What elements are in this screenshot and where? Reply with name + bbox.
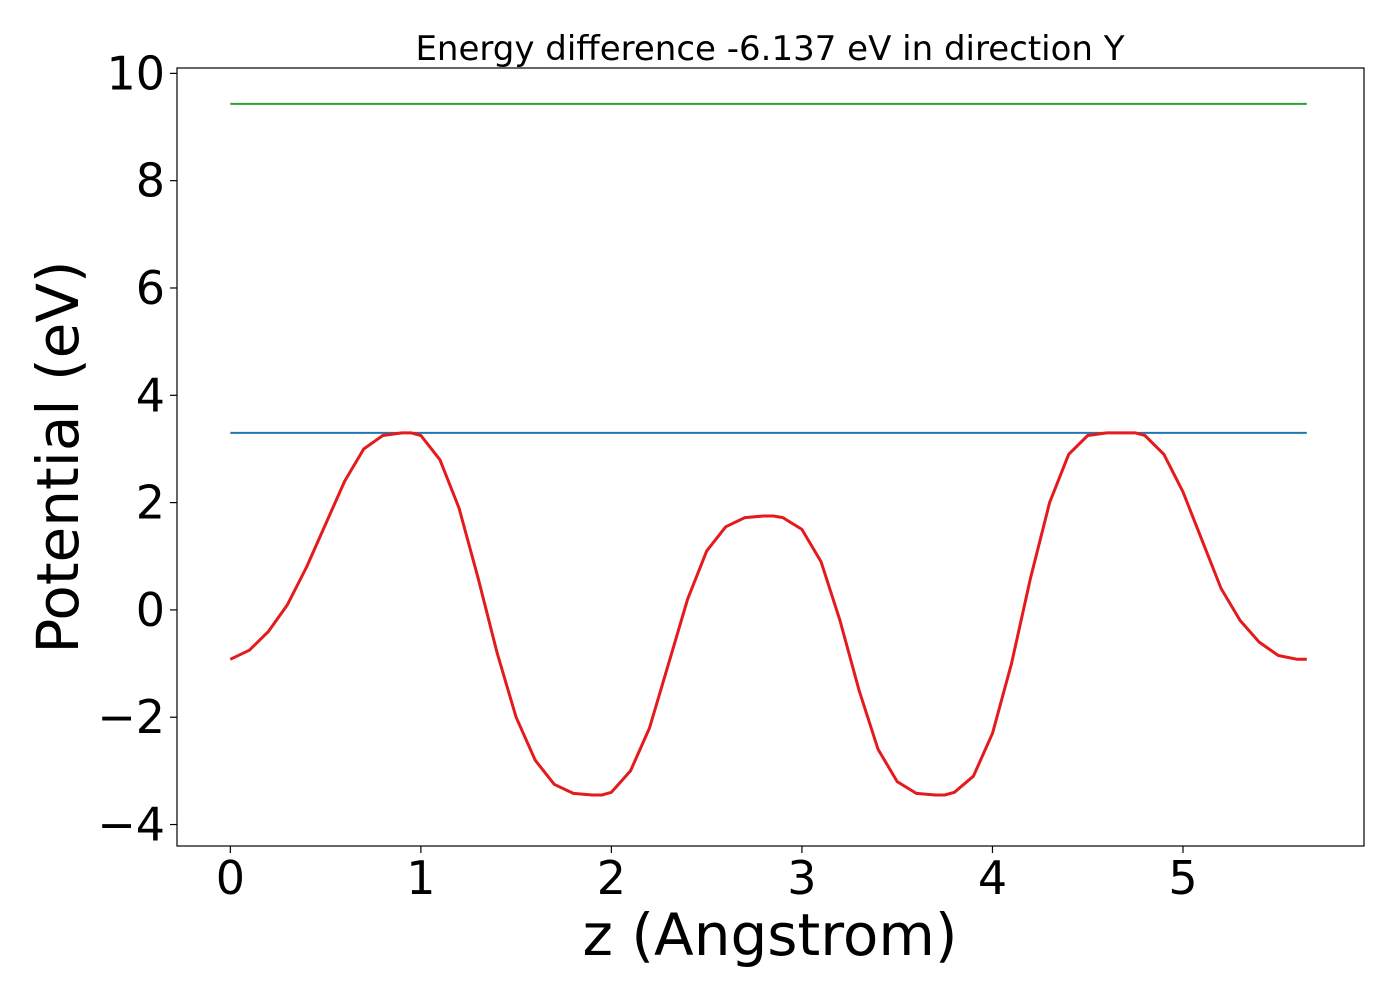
x-tick-label: 5 (1168, 851, 1197, 905)
y-tick-label: 2 (136, 476, 165, 530)
series-line-2 (229, 431, 1307, 797)
x-tick-label: 4 (978, 851, 1007, 905)
y-axis-title: Potential (eV) (24, 260, 92, 653)
x-axis-title: z (Angstrom) (583, 901, 958, 969)
y-tick-label: 10 (106, 46, 165, 100)
x-axis: 0 1 2 3 4 5 (216, 846, 1198, 905)
y-tick-label: −4 (97, 798, 165, 852)
y-tick-label: 0 (136, 583, 165, 637)
y-tick-label: 4 (136, 368, 165, 422)
x-tick-label: 1 (406, 851, 435, 905)
y-tick-label: −2 (97, 690, 165, 744)
y-axis: −4 −2 0 2 4 6 8 10 (97, 46, 177, 852)
y-tick-label: 6 (136, 261, 165, 315)
plot-frame (176, 67, 1365, 847)
x-tick-label: 0 (216, 851, 245, 905)
x-tick-label: 3 (787, 851, 816, 905)
y-tick-label: 8 (136, 154, 165, 208)
x-tick-label: 2 (597, 851, 626, 905)
chart-title: Energy difference -6.137 eV in direction… (415, 29, 1124, 69)
plot-area (229, 102, 1307, 797)
